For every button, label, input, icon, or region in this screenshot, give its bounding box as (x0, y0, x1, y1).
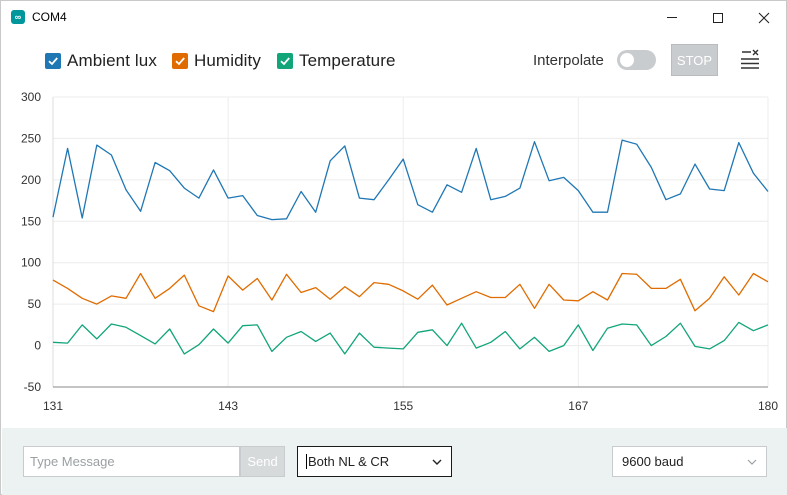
maximize-icon (713, 12, 723, 23)
interpolate-toggle[interactable] (617, 50, 656, 70)
baud-rate-select[interactable]: 9600 baud (612, 446, 767, 477)
toggle-knob (620, 53, 634, 67)
message-input[interactable] (23, 446, 240, 477)
series-toggle-temperature[interactable]: Temperature (277, 50, 396, 72)
close-icon (758, 12, 770, 23)
x-tick-label: 143 (218, 399, 238, 413)
minimize-button[interactable] (649, 1, 695, 34)
series-label: Ambient lux (67, 51, 157, 70)
y-tick-label: 100 (21, 256, 41, 270)
arduino-icon: ∞ (11, 10, 25, 24)
x-tick-label: 180 (758, 399, 778, 413)
line-ending-select[interactable]: Both NL & CR (297, 446, 452, 477)
series-line-temperature (52, 321, 769, 355)
checkmark-icon (48, 57, 58, 66)
stop-button[interactable]: STOP (671, 44, 718, 76)
chevron-down-icon (432, 459, 442, 465)
text-cursor (306, 454, 307, 469)
y-tick-label: 0 (34, 339, 41, 353)
checkbox-checked-icon[interactable] (45, 53, 61, 69)
y-tick-label: 50 (28, 297, 42, 311)
baud-rate-value: 9600 baud (622, 454, 684, 469)
maximize-button[interactable] (695, 1, 741, 34)
series-toggle-ambient-lux[interactable]: Ambient lux (45, 50, 157, 72)
plot-area: -50 0 50 100 150 200 250 300 131 143 155 167 180 (21, 90, 778, 413)
interpolate-label: Interpolate (533, 52, 604, 69)
checkbox-checked-icon[interactable] (277, 53, 293, 69)
y-tick-label: 150 (21, 214, 41, 228)
y-tick-label: 250 (21, 131, 41, 145)
x-tick-label: 131 (43, 399, 63, 413)
y-tick-label: -50 (24, 380, 42, 394)
close-button[interactable] (741, 1, 787, 34)
series-line-ambient-lux (52, 139, 769, 221)
clear-list-icon[interactable] (739, 48, 761, 70)
title-bar[interactable]: ∞ COM4 (1, 1, 786, 34)
y-tick-label: 300 (21, 90, 41, 104)
chevron-down-icon (747, 459, 757, 465)
series-label: Temperature (299, 51, 396, 70)
checkbox-checked-icon[interactable] (172, 53, 188, 69)
window-title: COM4 (32, 10, 67, 24)
series-label: Humidity (194, 51, 261, 70)
series-line-humidity (52, 272, 769, 313)
x-tick-label: 155 (393, 399, 413, 413)
minimize-icon (667, 17, 677, 18)
line-ending-value: Both NL & CR (308, 454, 390, 469)
checkmark-icon (280, 57, 290, 66)
checkmark-icon (175, 57, 185, 66)
send-button[interactable]: Send (240, 446, 285, 477)
y-tick-label: 200 (21, 173, 41, 187)
series-toggle-humidity[interactable]: Humidity (172, 50, 261, 72)
x-tick-label: 167 (568, 399, 588, 413)
